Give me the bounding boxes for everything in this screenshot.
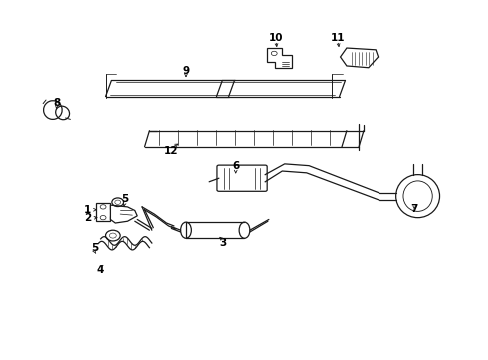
Text: 11: 11: [330, 33, 345, 42]
Text: 8: 8: [53, 98, 61, 108]
Ellipse shape: [395, 175, 439, 218]
Text: 5: 5: [121, 194, 128, 204]
Text: 12: 12: [164, 145, 178, 156]
FancyBboxPatch shape: [217, 165, 266, 191]
Text: 9: 9: [182, 66, 189, 76]
Text: 6: 6: [232, 161, 239, 171]
Text: 2: 2: [84, 213, 91, 223]
Polygon shape: [340, 48, 378, 68]
Ellipse shape: [180, 222, 191, 238]
Text: 10: 10: [268, 33, 283, 42]
Text: 5: 5: [90, 243, 98, 253]
Polygon shape: [267, 48, 291, 68]
Polygon shape: [96, 203, 118, 221]
Ellipse shape: [402, 181, 431, 211]
Text: 7: 7: [409, 204, 417, 215]
Text: 3: 3: [219, 238, 226, 248]
Text: 4: 4: [97, 265, 104, 275]
Ellipse shape: [239, 222, 249, 238]
Text: 1: 1: [84, 205, 91, 215]
Polygon shape: [110, 205, 137, 223]
